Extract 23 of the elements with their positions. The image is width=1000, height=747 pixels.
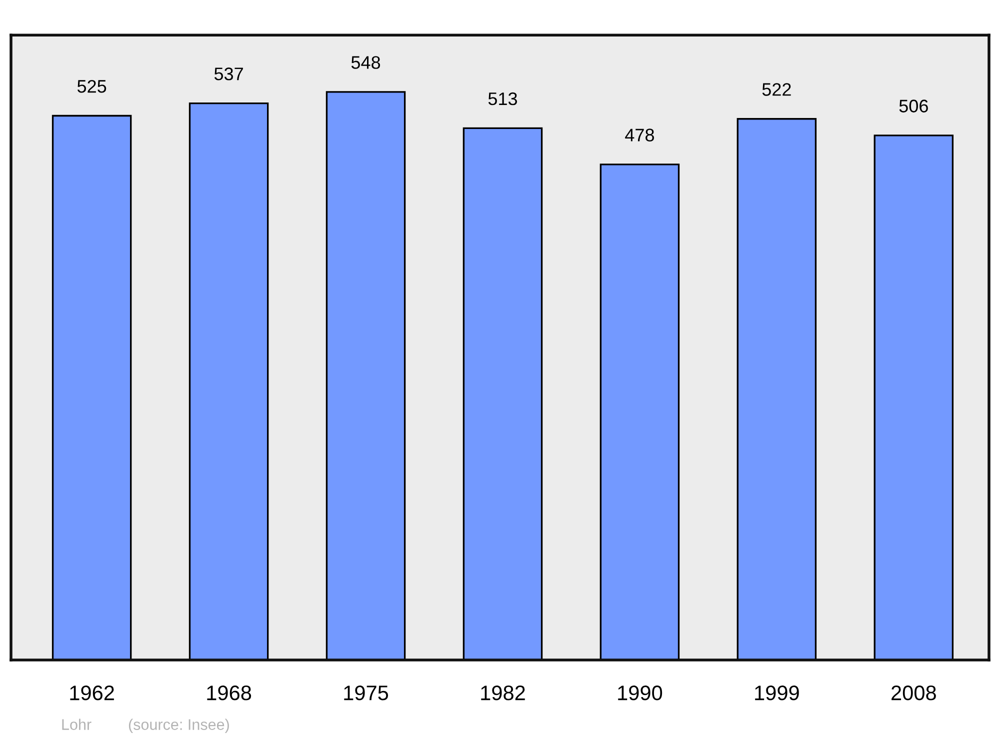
x-tick-label: 1982 bbox=[481, 686, 525, 700]
bar bbox=[874, 134, 954, 660]
bar bbox=[462, 127, 543, 660]
data-label: 548 bbox=[351, 56, 380, 69]
bar bbox=[736, 118, 817, 660]
x-tick-label: 1999 bbox=[755, 686, 799, 700]
bar bbox=[188, 102, 269, 660]
bar bbox=[326, 91, 406, 660]
data-label: 522 bbox=[762, 83, 791, 96]
bar bbox=[600, 164, 680, 660]
text: Lohr bbox=[62, 718, 92, 730]
text: (source: Insee) bbox=[128, 718, 229, 733]
data-label: 506 bbox=[899, 100, 928, 112]
data-label: 537 bbox=[214, 68, 243, 80]
data-label: 478 bbox=[625, 128, 654, 142]
bar bbox=[52, 114, 132, 660]
x-tick-label: 1975 bbox=[344, 686, 388, 700]
data-label: 513 bbox=[488, 92, 518, 106]
x-tick-label: 1968 bbox=[207, 686, 252, 700]
x-tick-label: 1962 bbox=[70, 686, 114, 700]
x-tick-label: 2008 bbox=[892, 686, 936, 700]
data-label: 525 bbox=[77, 80, 106, 93]
x-tick-label: 1990 bbox=[618, 686, 662, 700]
